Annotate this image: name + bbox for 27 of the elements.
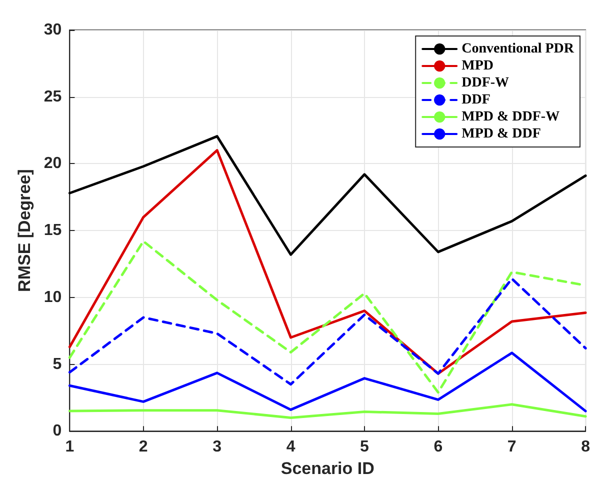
x-tick-label: 7 [507,438,516,456]
legend-label: MPD & DDF-W [462,110,560,124]
y-tick-label: 5 [52,356,62,373]
legend-label: Conventional PDR [462,42,575,56]
x-axis-title: Scenario ID [280,459,374,478]
x-tick-label: 8 [581,438,590,456]
x-tick-label: 4 [286,438,296,456]
x-tick-label: 3 [212,438,222,456]
x-tick-label: 1 [65,438,74,456]
line-series [68,403,587,419]
line-series [68,352,587,412]
x-tick-label: 2 [138,438,148,456]
y-tick-label: 10 [44,288,62,306]
y-axis-title: RMSE [Degree] [15,169,34,292]
x-tick-label: 6 [434,438,443,456]
line-series [68,149,587,375]
legend-label: DDF-W [462,76,510,90]
y-tick-label: 25 [44,88,62,106]
x-tick-label: 5 [360,438,370,456]
y-tick-label: 15 [44,222,62,240]
legend-label: MPD & DDF [462,126,541,142]
legend-label: MPD [462,58,494,74]
y-tick-label: 30 [44,22,62,38]
legend-label: DDF [462,92,490,108]
y-tick-label: 20 [44,155,62,172]
y-tick-label: 0 [52,422,62,440]
line-series [68,277,587,386]
